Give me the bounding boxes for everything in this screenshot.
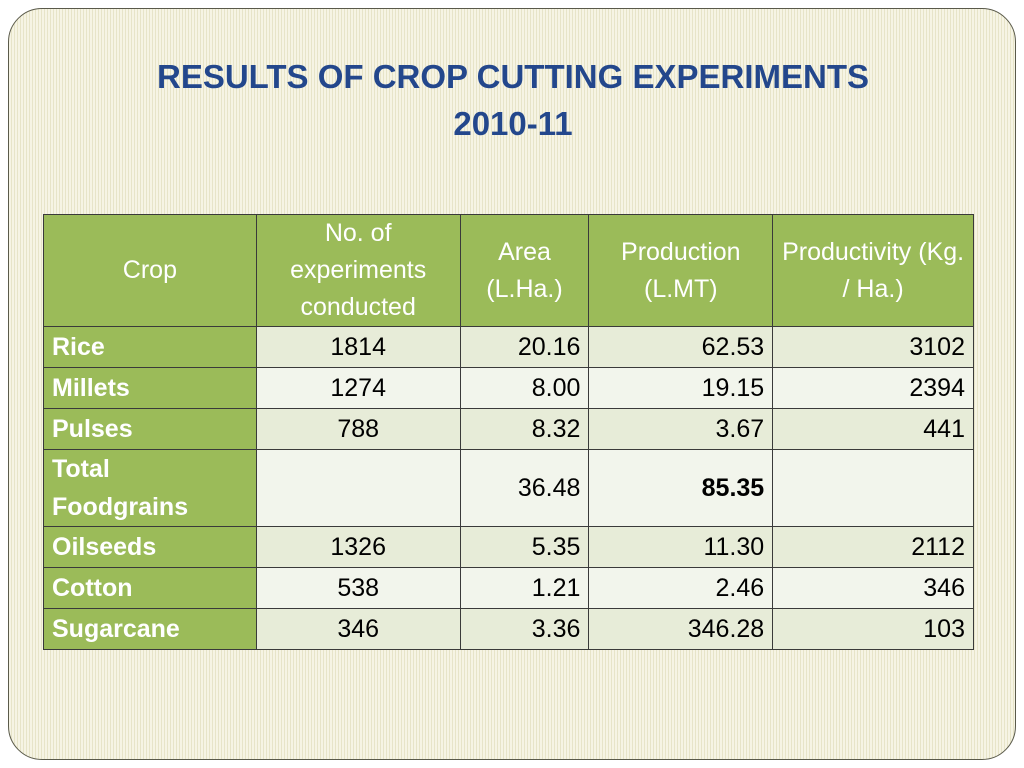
productivity-cell: 2394 [772, 367, 974, 409]
crop-name: Oilseeds [43, 526, 257, 568]
productivity-cell: 2112 [772, 526, 974, 568]
productivity-cell: 103 [772, 608, 974, 650]
crop-name: Rice [43, 326, 257, 368]
crop-name: Millets [43, 367, 257, 409]
area-cell: 8.00 [459, 367, 590, 409]
header-productivity: Productivity (Kg. / Ha.) [772, 214, 974, 327]
production-cell: 19.15 [588, 367, 774, 409]
area-cell: 20.16 [459, 326, 590, 368]
experiments-cell: 346 [255, 608, 461, 650]
table-row: Oilseeds 1326 5.35 11.30 2112 [43, 526, 974, 568]
productivity-cell: 3102 [772, 326, 974, 368]
production-cell: 85.35 [588, 449, 774, 527]
crop-name: Total Foodgrains [43, 449, 257, 527]
productivity-cell: 441 [772, 408, 974, 450]
experiments-cell: 788 [255, 408, 461, 450]
experiments-cell: 1326 [255, 526, 461, 568]
header-production: Production (L.MT) [588, 214, 774, 327]
table-row: Millets 1274 8.00 19.15 2394 [43, 367, 974, 409]
header-crop: Crop [43, 214, 257, 327]
table-row: Pulses 788 8.32 3.67 441 [43, 408, 974, 450]
table-row: Rice 1814 20.16 62.53 3102 [43, 326, 974, 368]
productivity-cell: 346 [772, 567, 974, 609]
results-table: Crop No. of experiments conducted Area (… [43, 214, 974, 650]
crop-name: Pulses [43, 408, 257, 450]
area-cell: 36.48 [459, 449, 590, 527]
table-row: Cotton 538 1.21 2.46 346 [43, 567, 974, 609]
area-cell: 8.32 [459, 408, 590, 450]
slide: RESULTS OF CROP CUTTING EXPERIMENTS 2010… [8, 8, 1016, 760]
area-cell: 5.35 [459, 526, 590, 568]
slide-title: RESULTS OF CROP CUTTING EXPERIMENTS 2010… [9, 53, 1015, 147]
table-row-total: Total Foodgrains 36.48 85.35 [43, 449, 974, 527]
header-experiments: No. of experiments conducted [255, 214, 461, 327]
experiments-cell: 1274 [255, 367, 461, 409]
production-cell: 11.30 [588, 526, 774, 568]
experiments-cell: 1814 [255, 326, 461, 368]
production-cell: 3.67 [588, 408, 774, 450]
production-cell: 62.53 [588, 326, 774, 368]
crop-name: Cotton [43, 567, 257, 609]
experiments-cell: 538 [255, 567, 461, 609]
table-row: Sugarcane 346 3.36 346.28 103 [43, 608, 974, 650]
production-cell: 2.46 [588, 567, 774, 609]
slide-title-line2: 2010-11 [453, 105, 573, 142]
table-header-row: Crop No. of experiments conducted Area (… [43, 214, 974, 327]
experiments-cell [255, 449, 461, 527]
slide-title-line1: RESULTS OF CROP CUTTING EXPERIMENTS [157, 58, 869, 95]
area-cell: 3.36 [459, 608, 590, 650]
productivity-cell [772, 449, 974, 527]
crop-name: Sugarcane [43, 608, 257, 650]
production-cell: 346.28 [588, 608, 774, 650]
area-cell: 1.21 [459, 567, 590, 609]
header-area: Area (L.Ha.) [459, 214, 590, 327]
